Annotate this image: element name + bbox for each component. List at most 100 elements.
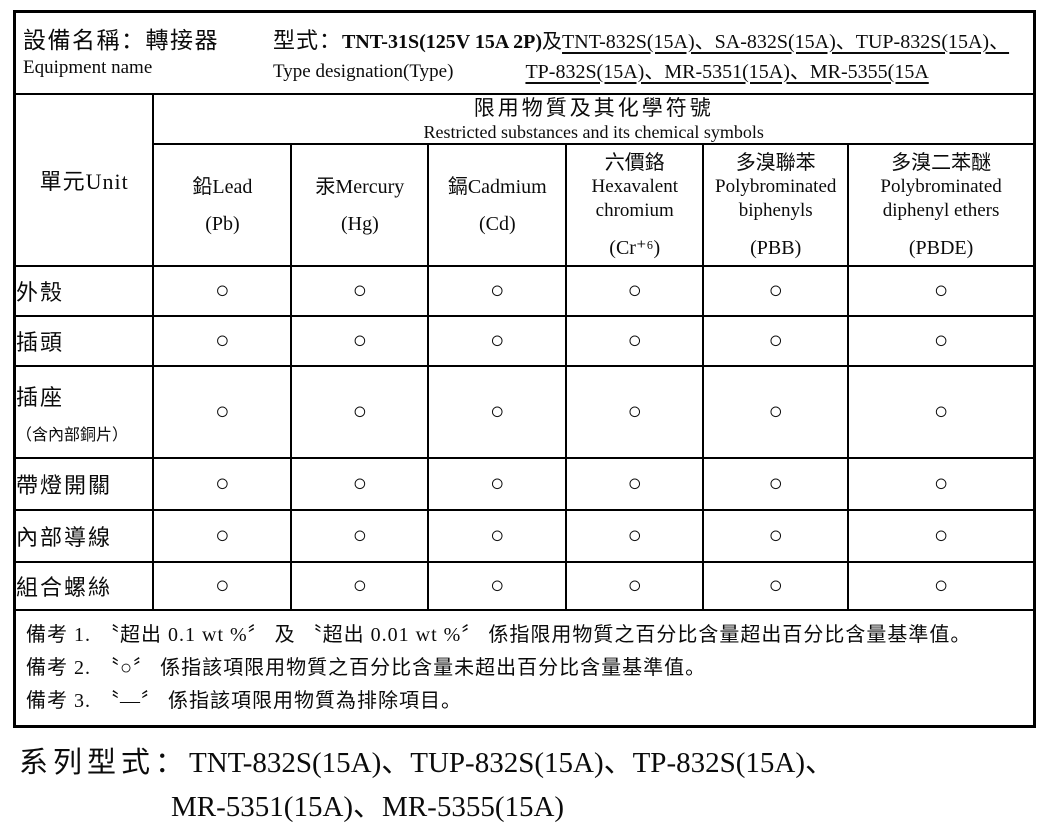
mark-cell: ○ (847, 365, 1036, 459)
type-conjunction: 及 (542, 30, 563, 53)
type-label-zh: 型式： (273, 27, 343, 53)
column-name-line: 汞Mercury (315, 175, 405, 198)
row-label: 插座 （含內部銅片） (13, 365, 155, 459)
mark-cell: ○ (152, 265, 293, 317)
row-label-text: 內部導線 (16, 525, 113, 550)
column-name-line: Polybrominated (715, 175, 837, 197)
type-primary-model: TNT-31S(125V 15A 2P) (342, 30, 543, 53)
mark-cell: ○ (290, 457, 430, 511)
group-header-row: 單元Unit 限用物質及其化學符號 Restricted substances … (13, 93, 1036, 267)
column-name-line: Hexavalent (591, 175, 678, 197)
table-row-housing: 外殼 ○ ○ ○ ○ ○ ○ (13, 265, 1036, 317)
equipment-name-en: Equipment name (23, 56, 153, 78)
mark-cell: ○ (290, 561, 430, 611)
series-models-text2: MR-5351(15A)、MR-5355(15A) (171, 791, 565, 823)
table-row-internal-wire: 內部導線 ○ ○ ○ ○ ○ ○ (13, 509, 1036, 563)
column-chemical-symbol: (Pb) (205, 212, 240, 235)
mark-cell: ○ (565, 457, 705, 511)
mark-cell: ○ (427, 509, 568, 563)
column-name-line: 多溴聯苯 (735, 151, 816, 174)
column-chemical-symbol: (Cr⁺⁶) (609, 236, 661, 259)
mark-cell: ○ (702, 315, 850, 367)
column-name-line: Polybrominated (880, 175, 1002, 197)
type-designation-line2: Type designation(Type) TP-832S(15A)、MR-5… (273, 59, 1026, 85)
table-row-socket: 插座 （含內部銅片） ○ ○ ○ ○ ○ ○ (13, 365, 1036, 459)
restricted-substances-group-header: 限用物質及其化學符號 Restricted substances and its… (152, 93, 1036, 145)
mark-cell: ○ (427, 561, 568, 611)
unit-column-header: 單元Unit (13, 93, 155, 267)
mark-cell: ○ (847, 265, 1036, 317)
column-name-line: 鎘Cadmium (447, 175, 547, 198)
note-line-2: 備考 2. 〝○〞 係指該項限用物質之百分比含量未超出百分比含量基準值。 (26, 652, 1023, 685)
row-label-text: 插座 (16, 384, 65, 410)
restricted-substances-table: 設備名稱：轉接器 Equipment name 型式：TNT-31S(125V … (13, 10, 1036, 728)
column-chemical-symbol: (PBB) (750, 236, 802, 259)
document-header-cell: 設備名稱：轉接器 Equipment name 型式：TNT-31S(125V … (13, 10, 1036, 95)
column-name-line: chromium (595, 199, 674, 221)
notes-cell: 備考 1. 〝超出 0.1 wt %〞 及 〝超出 0.01 wt %〞 係指限用… (13, 609, 1036, 728)
equipment-name-block: 設備名稱：轉接器 Equipment name (23, 22, 273, 80)
mark-cell: ○ (565, 365, 705, 459)
mark-cell: ○ (847, 315, 1036, 367)
mark-cell: ○ (290, 315, 430, 367)
mark-cell: ○ (565, 561, 705, 611)
group-header-en: Restricted substances and its chemical s… (423, 122, 764, 142)
column-header-mercury: 汞Mercury (Hg) (290, 143, 430, 267)
mark-cell: ○ (152, 457, 293, 511)
mark-cell: ○ (702, 509, 850, 563)
column-chemical-symbol: (PBDE) (908, 236, 974, 259)
type-label-en: Type designation(Type) (273, 60, 454, 82)
note-line-3: 備考 3. 〝—〞 係指該項限用物質為排除項目。 (26, 685, 1023, 718)
column-name-line: 鉛Lead (192, 175, 253, 198)
column-header-hexavalent-chromium: 六價鉻 Hexavalent chromium (Cr⁺⁶) (565, 143, 705, 267)
column-name-line: 多溴二苯醚 (891, 151, 992, 174)
group-header-zh: 限用物質及其化學符號 (473, 96, 714, 120)
mark-cell: ○ (427, 265, 568, 317)
table-row-assembly-screw: 組合螺絲 ○ ○ ○ ○ ○ ○ (13, 561, 1036, 611)
column-header-cadmium: 鎘Cadmium (Cd) (427, 143, 568, 267)
row-label: 內部導線 (13, 509, 155, 563)
row-label-text: 插頭 (16, 330, 65, 355)
mark-cell: ○ (847, 561, 1036, 611)
mark-cell: ○ (702, 457, 850, 511)
row-label: 組合螺絲 (13, 561, 155, 611)
table-row-plug: 插頭 ○ ○ ○ ○ ○ ○ (13, 315, 1036, 367)
column-name-line: 六價鉻 (604, 151, 665, 174)
row-label: 插頭 (13, 315, 155, 367)
row-label: 帶燈開關 (13, 457, 155, 511)
mark-cell: ○ (565, 265, 705, 317)
mark-cell: ○ (847, 509, 1036, 563)
series-label: 系列型式： (19, 747, 190, 779)
column-chemical-symbol: (Cd) (478, 212, 516, 235)
mark-cell: ○ (702, 265, 850, 317)
type-designation-block: 型式：TNT-31S(125V 15A 2P)及TNT-832S(15A)、SA… (273, 22, 1026, 85)
series-models-line1: 系列型式：TNT-832S(15A)、TUP-832S(15A)、TP-832S… (19, 741, 1050, 785)
note-line-1: 備考 1. 〝超出 0.1 wt %〞 及 〝超出 0.01 wt %〞 係指限用… (26, 619, 1023, 652)
series-models-block: 系列型式：TNT-832S(15A)、TUP-832S(15A)、TP-832S… (19, 741, 1050, 829)
mark-cell: ○ (847, 457, 1036, 511)
mark-cell: ○ (290, 265, 430, 317)
column-header-lead: 鉛Lead (Pb) (152, 143, 293, 267)
table-row-lighted-switch: 帶燈開關 ○ ○ ○ ○ ○ ○ (13, 457, 1036, 511)
column-name-line: diphenyl ethers (882, 199, 1000, 221)
mark-cell: ○ (290, 365, 430, 459)
mark-cell: ○ (565, 315, 705, 367)
row-label-text: 組合螺絲 (16, 575, 113, 600)
row-label-sub: （含內部銅片） (16, 426, 129, 444)
equipment-name-zh: 設備名稱：轉接器 (23, 27, 219, 53)
mark-cell: ○ (427, 365, 568, 459)
mark-cell: ○ (427, 315, 568, 367)
type-models-line1: TNT-832S(15A)、SA-832S(15A)、TUP-832S(15A)… (562, 30, 1010, 53)
note-text: 〝—〞 係指該項限用物質為排除項目。 (99, 689, 462, 712)
row-label: 外殼 (13, 265, 155, 317)
mark-cell: ○ (702, 365, 850, 459)
mark-cell: ○ (702, 561, 850, 611)
column-header-pbb: 多溴聯苯 Polybrominated biphenyls (PBB) (702, 143, 850, 267)
mark-cell: ○ (152, 561, 293, 611)
mark-cell: ○ (152, 315, 293, 367)
row-label-text: 帶燈開關 (16, 473, 113, 498)
column-name-line: biphenyls (738, 199, 813, 221)
mark-cell: ○ (427, 457, 568, 511)
document-header-row: 設備名稱：轉接器 Equipment name 型式：TNT-31S(125V … (13, 10, 1036, 95)
note-label: 備考 3. (26, 689, 91, 712)
